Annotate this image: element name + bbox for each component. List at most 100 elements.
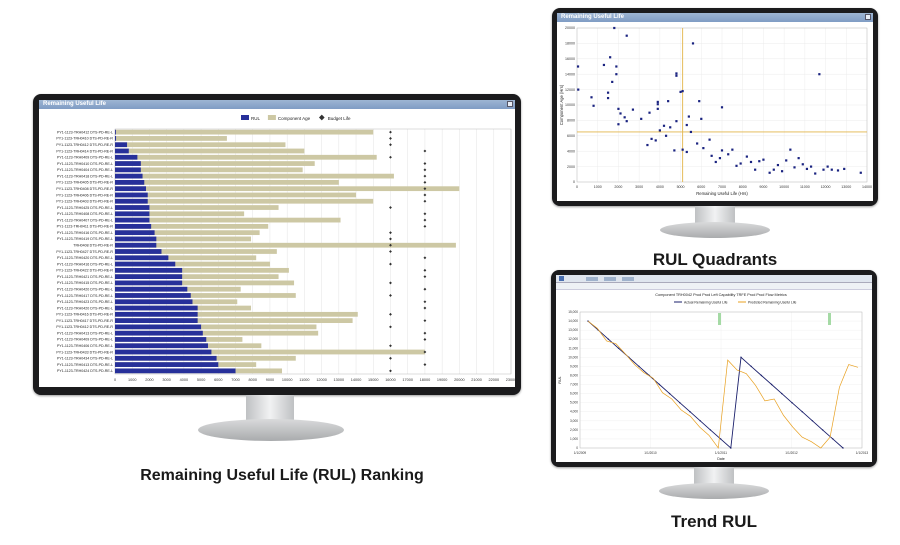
scatter-point [700,117,703,120]
window-maximize-icon[interactable] [865,14,871,20]
scatter-point [664,134,668,137]
x-tick-label: 9000 [266,378,274,382]
scatter-point [685,123,688,127]
actual-rul-point [750,365,752,368]
scatter-point [698,100,701,103]
x-tick-label: 14000 [862,185,872,189]
scatter-point [576,65,580,68]
legend-label-actual: Actual Remaining Useful Life [684,300,728,304]
trend-chart: Component TRH0042 Prod Prod Left Capabil… [558,293,868,461]
rul-bar [115,230,155,236]
y-tick-label: PY1-1123-TRH0414 DTS-PD-RE-R [56,149,113,153]
y-tick-label: PY1-1123-TRH0417 DTS-PD-RE-R [56,319,113,323]
scatter-point [681,148,684,151]
budget-life-marker [389,237,392,241]
component-age-bar [115,211,245,217]
budget-life-marker [423,218,427,222]
rul-bar [115,330,203,336]
legend-swatch [241,115,249,120]
scatter-point [615,65,618,68]
maintenance-event-marker [828,313,831,325]
actual-rul-point [730,447,732,449]
budget-life-marker [423,306,427,310]
scatter-point [710,154,713,157]
trend-monitor-foot [659,483,769,499]
component-age-bar [115,148,305,154]
x-tick-label: 6000 [214,378,222,382]
toolbar-button[interactable] [586,277,598,281]
scatter-point [577,88,580,91]
y-tick-label: 12000 [565,88,575,92]
scatter-point [615,73,618,76]
x-tick-label: 3000 [635,185,643,189]
actual-rul-point [617,347,620,349]
legend-label: RUL [251,116,260,121]
rul-bar [115,223,152,229]
x-tick-label: 1/1/2010 [644,451,657,455]
legend-marker [318,114,325,121]
plot-frame [576,27,868,183]
component-age-bar [115,311,358,317]
rul-bar [115,343,208,349]
budget-life-marker [423,363,427,366]
budget-life-marker [389,369,392,373]
component-age-bar [115,255,257,261]
scatter-point [640,117,643,120]
predicted-rul-line [587,320,859,449]
y-tick-label: 16000 [565,57,575,61]
y-tick-label: PY1-1123-TRH0433 DTS-PD-RE-R [56,350,113,354]
scatter-point [789,148,792,151]
scatter-point [592,104,595,107]
scatter-point [685,150,688,154]
budget-life-marker [423,162,427,165]
x-tick-label: 4000 [180,378,188,382]
scatter-point [656,107,659,110]
rul-bar [115,324,202,330]
y-tick-label: PY1-1123-TRH0419 DTS-PD-RE-L [57,237,113,241]
toolbar-button[interactable] [622,277,634,281]
x-axis-label: Remaining Useful Life (Hrs) [696,191,748,196]
component-age-bar [115,249,277,254]
actual-rul-point [740,356,742,358]
y-tick-label: PY1-1123-TRH0413 DTS-PD-RE-L [57,363,113,367]
x-tick-label: 7000 [718,185,726,189]
component-age-bar [115,186,460,192]
y-tick-label: PY1-1123-TRH0425 DTS-PD-RE-L [57,206,113,210]
component-age-bar [115,192,357,198]
budget-life-marker [423,331,427,335]
trend-toolbar [556,275,872,283]
y-tick-label: PY1-1123-TRH0421 DTS-PD-RE-L [57,275,113,279]
y-tick-label: PY1-1123-TRH0406 DTS-PD-RE-R [56,193,113,197]
component-age-bar [115,180,339,185]
y-tick-label: PY1-1123-TRH0408 DTS-PD-RE-L [57,212,113,216]
scatter-point [797,157,800,160]
quadrant-window-title: Remaining Useful Life [561,14,625,20]
budget-life-marker [389,312,392,316]
y-tick-label: 12,000 [568,337,578,341]
y-tick-label: PY1-1123-TRH0411 DTS-PD-RE-R [57,225,114,229]
scatter-point [859,171,862,174]
y-axis-label: Component Age (Hrs) [559,84,564,125]
scatter-point [720,149,724,152]
window-maximize-icon[interactable] [507,101,513,107]
x-tick-label: 0 [576,185,578,189]
app-menu-icon[interactable] [559,276,564,281]
x-tick-label: 17000 [402,378,413,382]
actual-rul-point [709,429,712,431]
y-tick-label: 2,000 [570,428,578,432]
actual-rul-point [811,420,814,422]
quadrant-chart: 0 1000 2000 3000 4000 5000 6000 7000 8000 9000 100… [559,26,872,196]
rul-bar [115,249,162,254]
scatter-point [691,42,695,45]
scatter-point [658,129,661,132]
scatter-point [590,96,593,99]
scatter-point [708,138,711,141]
scatter-point [654,139,657,142]
scatter-point [625,34,628,37]
budget-life-marker [389,262,392,266]
component-age-bar [115,349,425,355]
budget-life-marker [423,300,427,304]
scatter-point [675,72,678,75]
budget-life-marker [423,212,427,216]
toolbar-button[interactable] [604,277,616,281]
